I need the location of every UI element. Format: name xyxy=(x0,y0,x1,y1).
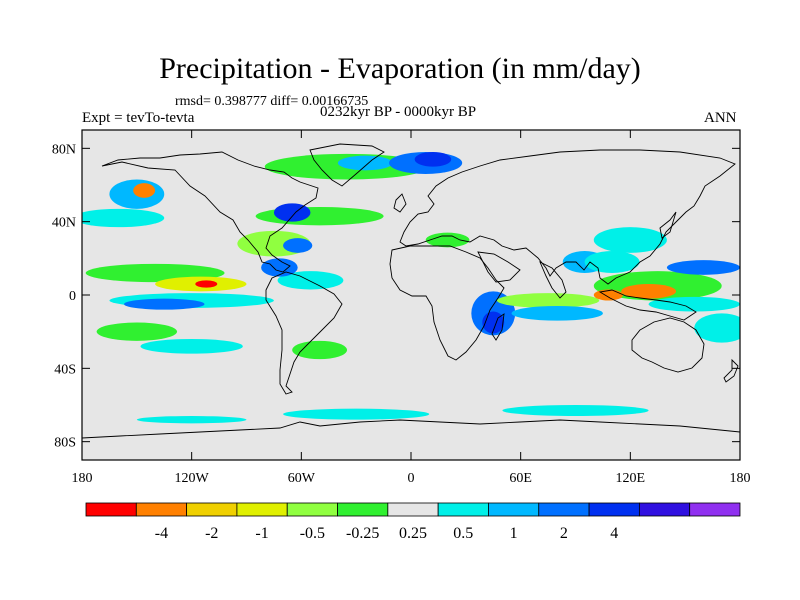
coastline-indonesia xyxy=(598,289,697,321)
lon-tick-label-2: 60W xyxy=(288,471,316,486)
colorbar-box-7 xyxy=(437,502,489,517)
anomaly-patch-9 xyxy=(82,208,165,228)
colorbar-box-3 xyxy=(236,502,288,517)
anomaly-patch-22 xyxy=(496,293,600,308)
anomaly-patch-26 xyxy=(593,227,667,253)
lon-tick-label-3: 0 xyxy=(408,471,415,486)
anomaly-patch-34 xyxy=(425,232,470,248)
anomaly-patch-2 xyxy=(195,280,218,288)
colorbar-box-6 xyxy=(387,502,439,517)
coastline-greenland xyxy=(309,143,385,187)
coastline-uk xyxy=(393,193,407,213)
season-label: ANN xyxy=(704,110,737,126)
coastline-africa xyxy=(389,245,505,361)
colorbar-box-12 xyxy=(689,502,741,517)
coastline-arabia xyxy=(477,251,521,283)
lat-tick-label-0: 80N xyxy=(52,142,76,157)
colorbar-box-11 xyxy=(638,502,691,517)
colorbar-box-4 xyxy=(286,502,338,517)
colorbar-label-3: -0.5 xyxy=(300,525,325,542)
colorbar-label-7: 1 xyxy=(510,525,518,542)
coastline-japan xyxy=(659,211,677,239)
anomaly-patch-29 xyxy=(593,289,624,301)
anomaly-patch-8 xyxy=(133,183,156,198)
lon-tick-label-1: 120W xyxy=(175,471,210,486)
lon-tick-label-4: 60E xyxy=(509,471,532,486)
anomaly-patch-37 xyxy=(136,416,247,424)
anomaly-patch-36 xyxy=(502,405,649,416)
colorbar-label-5: 0.25 xyxy=(399,525,427,542)
colorbar-box-9 xyxy=(538,502,590,517)
colorbar-label-1: -2 xyxy=(205,525,218,542)
coastline-australia xyxy=(631,317,705,373)
anomaly-patch-5 xyxy=(96,322,178,341)
colorbar-label-2: -1 xyxy=(255,525,268,542)
anomaly-patch-15 xyxy=(261,258,298,277)
lat-tick-label-2: 0 xyxy=(69,289,76,304)
coastline-antarctica xyxy=(82,419,740,439)
lon-tick-label-6: 180 xyxy=(730,471,751,486)
anomaly-patch-32 xyxy=(694,313,740,343)
anomaly-patch-35 xyxy=(283,408,430,420)
lon-tick-label-5: 120E xyxy=(616,471,646,486)
stats-label: rmsd= 0.398777 diff= 0.00166735 xyxy=(175,94,369,109)
colorbar-box-8 xyxy=(488,502,540,517)
anomaly-patch-4 xyxy=(124,298,205,310)
anomaly-patch-33 xyxy=(292,340,348,360)
anomaly-patch-13 xyxy=(273,203,311,222)
colorbar-box-10 xyxy=(588,502,640,517)
coastline-south-america xyxy=(265,271,343,395)
anomaly-patch-14 xyxy=(277,271,344,290)
anomaly-patch-25 xyxy=(584,251,640,273)
colorbar-label-8: 2 xyxy=(560,525,568,542)
colorbar-box-5 xyxy=(337,502,389,517)
anomaly-patch-19 xyxy=(414,152,452,167)
anomaly-patch-11 xyxy=(283,238,313,253)
lat-tick-label-4: 80S xyxy=(54,436,76,451)
coastline-north-america xyxy=(101,151,319,273)
colorbar-box-2 xyxy=(186,502,238,517)
anomaly-patch-6 xyxy=(140,339,243,354)
anomaly-patch-17 xyxy=(337,155,393,171)
colorbar-box-1 xyxy=(135,502,188,517)
anomaly-patch-28 xyxy=(621,284,677,299)
colorbar-label-6: 0.5 xyxy=(453,525,473,542)
anomaly-patch-30 xyxy=(648,296,740,312)
coastline-new-zealand xyxy=(723,358,739,383)
lat-tick-label-1: 40N xyxy=(52,216,76,231)
experiment-label: Expt = tevTo-tevta xyxy=(82,110,195,126)
anomaly-patch-31 xyxy=(666,260,740,275)
lon-tick-label-0: 180 xyxy=(72,471,93,486)
colorbar-box-0 xyxy=(85,502,137,517)
page-title: Precipitation - Evaporation (in mm/day) xyxy=(159,52,641,85)
colorbar-label-9: 4 xyxy=(610,525,618,542)
colorbar-label-4: -0.25 xyxy=(346,525,379,542)
coastline-india xyxy=(539,261,567,299)
coastline-madagascar xyxy=(491,313,505,341)
colorbar-label-0: -4 xyxy=(155,525,168,542)
anomaly-patch-23 xyxy=(511,306,603,321)
coastline-eurasia xyxy=(399,149,736,285)
period-label: 0232kyr BP - 0000kyr BP xyxy=(320,104,477,120)
lat-tick-label-3: 40S xyxy=(54,362,76,377)
